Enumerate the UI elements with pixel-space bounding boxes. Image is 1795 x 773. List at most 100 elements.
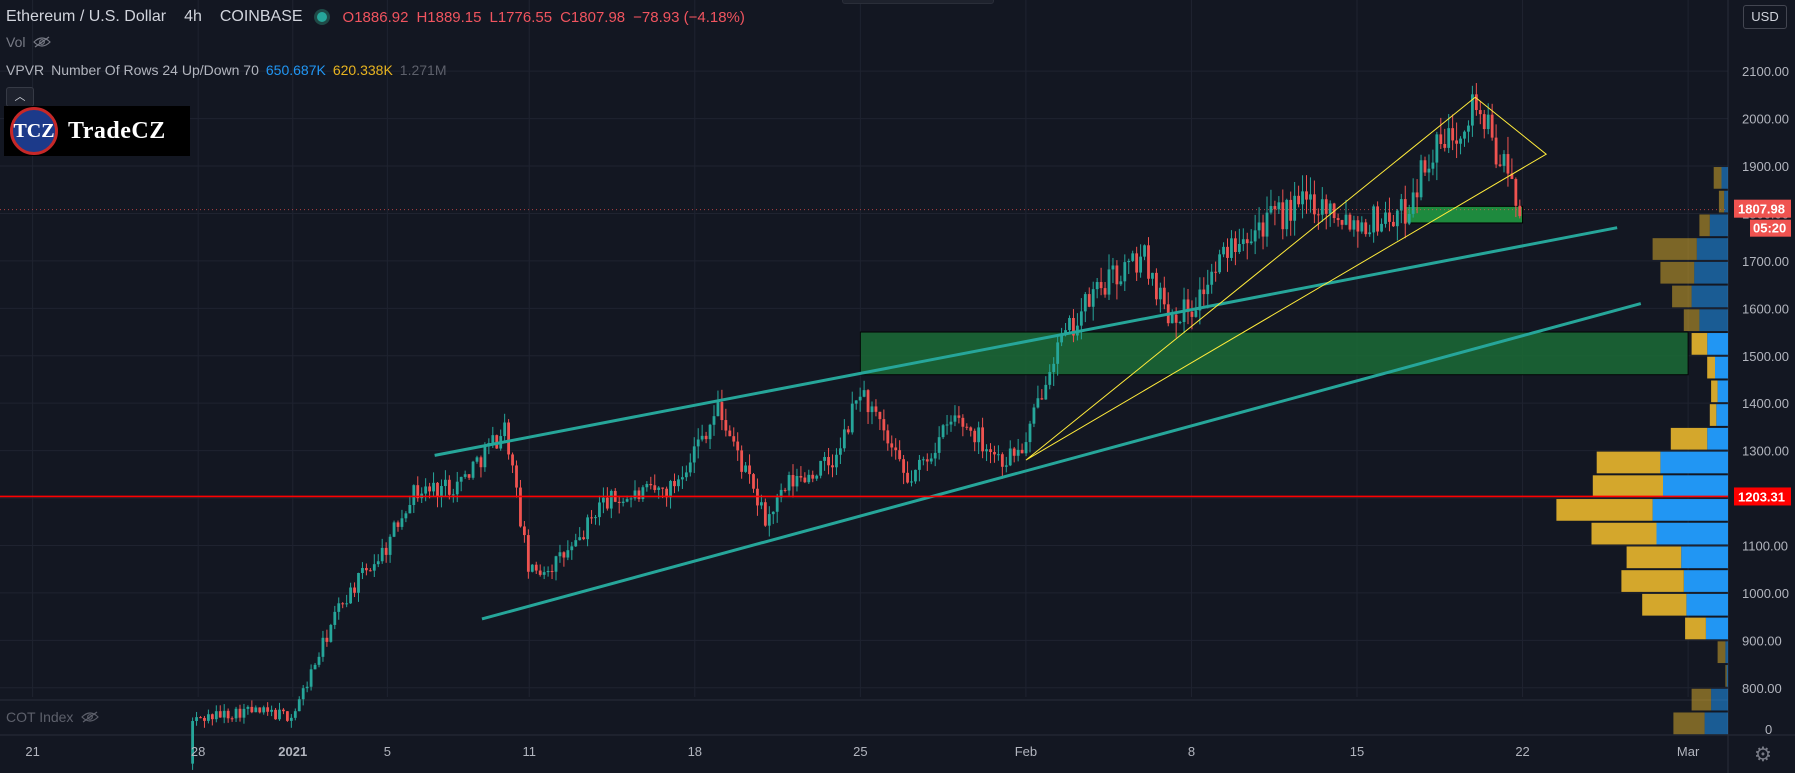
candle-body bbox=[321, 637, 325, 657]
candle-body bbox=[1328, 203, 1332, 214]
candle-body bbox=[941, 425, 945, 438]
candle-body bbox=[1135, 253, 1139, 273]
candle-body bbox=[649, 483, 653, 486]
candle-body bbox=[554, 556, 558, 572]
timeframe[interactable]: 4h bbox=[184, 8, 202, 25]
candle-body bbox=[1435, 134, 1439, 163]
candle-body bbox=[297, 699, 301, 712]
candle-body bbox=[771, 511, 775, 515]
candle-body bbox=[728, 430, 732, 437]
candle-body bbox=[353, 587, 356, 593]
candle-body bbox=[1281, 202, 1285, 230]
candle-body bbox=[562, 552, 566, 558]
candle-body bbox=[1324, 199, 1328, 214]
vpvr-up-bar bbox=[1721, 167, 1728, 189]
candle-body bbox=[807, 474, 811, 483]
candle-body bbox=[242, 708, 246, 718]
candle-body bbox=[1115, 265, 1119, 285]
vpvr-down-bar bbox=[1713, 167, 1722, 189]
candle-body bbox=[661, 487, 665, 489]
candle-body bbox=[989, 449, 992, 453]
candle-body bbox=[345, 603, 349, 605]
candle-body bbox=[969, 427, 973, 431]
volume-indicator-row[interactable]: Vol bbox=[6, 34, 52, 50]
settings-gear-icon[interactable]: ⚙ bbox=[1754, 744, 1772, 766]
candle-body bbox=[1123, 262, 1127, 282]
time-tick-label: Mar bbox=[1677, 744, 1700, 759]
candle-body bbox=[447, 479, 451, 495]
top-toolbar-tab[interactable] bbox=[842, 0, 994, 4]
candle-body bbox=[965, 426, 969, 428]
time-tick-label: 2021 bbox=[278, 744, 307, 759]
currency-button[interactable]: USD bbox=[1743, 5, 1787, 29]
candle-body bbox=[408, 504, 412, 514]
candle-body bbox=[898, 450, 902, 460]
price-tick-label: 2000.00 bbox=[1742, 112, 1789, 127]
market-status-icon[interactable] bbox=[316, 12, 327, 22]
candle-body bbox=[779, 489, 783, 498]
candle-body bbox=[854, 400, 858, 404]
candle-body bbox=[388, 536, 392, 555]
candle-body bbox=[1427, 168, 1431, 173]
candle-body bbox=[1407, 213, 1411, 224]
cot-index-row[interactable]: COT Index bbox=[6, 709, 100, 725]
candle-body bbox=[305, 686, 309, 689]
candle-body bbox=[1459, 138, 1462, 144]
candle-body bbox=[1095, 282, 1099, 290]
candle-body bbox=[519, 487, 522, 527]
candle-body bbox=[214, 711, 218, 720]
low-value: L1776.55 bbox=[489, 8, 553, 26]
candle-body bbox=[1364, 222, 1368, 235]
candle-body bbox=[803, 477, 807, 483]
candle-body bbox=[1032, 407, 1036, 424]
time-tick-label: 11 bbox=[523, 744, 537, 759]
candle-body bbox=[1020, 449, 1024, 454]
candle-body bbox=[542, 572, 546, 575]
candle-body bbox=[511, 454, 514, 466]
candle-body bbox=[1131, 253, 1135, 261]
candle-body bbox=[1040, 398, 1044, 400]
candle-body bbox=[1320, 199, 1324, 215]
candle-body bbox=[716, 402, 720, 417]
candle-body bbox=[333, 611, 337, 625]
vpvr-indicator-row[interactable]: VPVR Number Of Rows 24 Up/Down 70 650.68… bbox=[6, 62, 447, 78]
candle-body bbox=[1316, 214, 1320, 216]
candle-body bbox=[424, 486, 428, 494]
candle-body bbox=[1372, 206, 1376, 233]
exchange: COINBASE bbox=[219, 8, 303, 25]
vpvr-down-bar bbox=[1621, 570, 1684, 592]
candle-body bbox=[309, 669, 313, 687]
candle-body bbox=[1249, 241, 1253, 244]
last-price-label: 1807.98 bbox=[1738, 202, 1785, 217]
candle-body bbox=[712, 416, 716, 425]
candle-body bbox=[546, 570, 550, 573]
candle-body bbox=[925, 459, 929, 462]
candle-body bbox=[1083, 294, 1087, 312]
candle-body bbox=[1253, 230, 1257, 242]
candle-body bbox=[1241, 239, 1245, 245]
open-value: O1886.92 bbox=[342, 8, 409, 26]
candle-body bbox=[1305, 191, 1308, 200]
candle-body bbox=[258, 707, 262, 713]
candle-body bbox=[1155, 272, 1158, 300]
candle-body bbox=[507, 422, 510, 455]
vpvr-down-bar bbox=[1691, 688, 1712, 711]
channel-upper-line bbox=[434, 226, 1618, 457]
candle-body bbox=[704, 435, 708, 440]
candle-body bbox=[1004, 465, 1008, 467]
eye-hidden-icon[interactable] bbox=[81, 711, 100, 723]
collapse-indicators-button[interactable]: ︿ bbox=[6, 87, 34, 107]
candle-body bbox=[945, 424, 949, 426]
candle-body bbox=[349, 587, 352, 604]
candle-body bbox=[1471, 94, 1474, 126]
candle-body bbox=[262, 707, 266, 713]
candle-body bbox=[1028, 423, 1032, 443]
vpvr-down-bar bbox=[1652, 238, 1697, 260]
candle-body bbox=[1186, 299, 1190, 312]
candle-body bbox=[526, 535, 530, 572]
candle-body bbox=[823, 456, 826, 461]
candle-body bbox=[645, 483, 649, 488]
eye-hidden-icon[interactable] bbox=[33, 36, 52, 48]
symbol-name[interactable]: Ethereum / U.S. Dollar bbox=[6, 8, 167, 25]
